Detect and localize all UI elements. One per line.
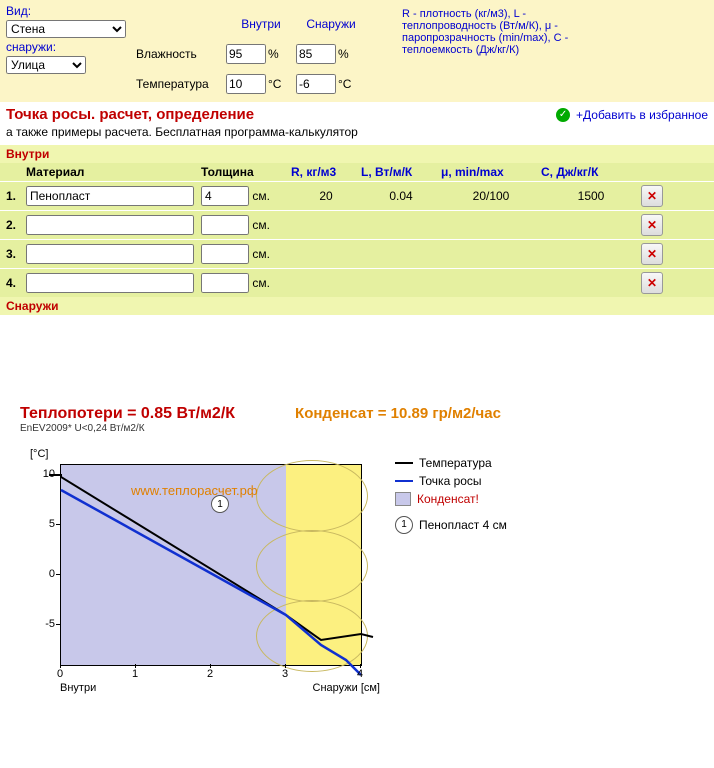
plot-area: www.теплорасчет.рф 1 xyxy=(60,464,362,666)
y-axis-title: [°C] xyxy=(30,448,48,460)
thickness-input[interactable] xyxy=(201,244,249,264)
x-end-label: Снаружи [см] xyxy=(313,682,381,694)
material-input[interactable] xyxy=(26,244,194,264)
table-header: Материал Толщина R, кг/м3 L, Вт/м/К μ, m… xyxy=(0,163,714,181)
delete-row-button[interactable]: ✕ xyxy=(641,243,663,265)
section-outside: Снаружи xyxy=(0,297,714,315)
chart-legend: ТемператураТочка росыКонденсат!1Пеноплас… xyxy=(395,454,507,714)
material-input[interactable] xyxy=(26,215,194,235)
page-subtitle: а также примеры расчета. Бесплатная прог… xyxy=(0,125,714,145)
temp-in-input[interactable] xyxy=(226,74,266,94)
top-panel: Вид: Стена снаружи: Улица Внутри Снаружи… xyxy=(0,0,714,102)
table-row: 2. см. ✕ xyxy=(0,210,714,239)
humidity-label: Влажность xyxy=(136,47,226,61)
humidity-in-input[interactable] xyxy=(226,44,266,64)
thickness-input[interactable] xyxy=(201,273,249,293)
vid-label: Вид: xyxy=(6,4,126,18)
heat-loss-value: Теплопотери = 0.85 Вт/м2/К xyxy=(20,405,235,423)
snaruzhi-select[interactable]: Улица xyxy=(6,56,86,74)
material-input[interactable] xyxy=(26,186,194,206)
temp-label: Температура xyxy=(136,77,226,91)
humidity-out-input[interactable] xyxy=(296,44,336,64)
thickness-input[interactable] xyxy=(201,215,249,235)
layer-marker: 1 xyxy=(211,495,229,513)
vid-select[interactable]: Стена xyxy=(6,20,126,38)
enev-note: EnEV2009* U<0,24 Вт/м2/К xyxy=(20,423,235,434)
delete-row-button[interactable]: ✕ xyxy=(641,272,663,294)
x-start-label: Внутри xyxy=(60,682,96,694)
temp-out-input[interactable] xyxy=(296,74,336,94)
inside-head: Внутри xyxy=(226,17,296,31)
param-legend: R - плотность (кг/м3), L - теплопроводно… xyxy=(396,4,623,98)
snaruzhi-label: снаружи: xyxy=(6,40,126,54)
condensate-value: Конденсат = 10.89 гр/м2/час xyxy=(295,405,501,434)
table-row: 1. см. 20 0.04 20/100 1500 ✕ xyxy=(0,181,714,210)
material-input[interactable] xyxy=(26,273,194,293)
page-title: Точка росы. расчет, определение xyxy=(6,106,254,123)
delete-row-button[interactable]: ✕ xyxy=(641,185,663,207)
watermark: www.теплорасчет.рф xyxy=(131,483,258,498)
add-favorite-link[interactable]: ✓ +Добавить в избранное xyxy=(556,108,708,122)
section-inside: Внутри xyxy=(0,145,714,163)
table-row: 3. см. ✕ xyxy=(0,239,714,268)
check-icon: ✓ xyxy=(556,108,570,122)
delete-row-button[interactable]: ✕ xyxy=(641,214,663,236)
outside-head: Снаружи xyxy=(296,17,366,31)
table-row: 4. см. ✕ xyxy=(0,268,714,297)
chart: [°C] www.теплорасчет.рф 1 1050-501234 Вн… xyxy=(20,454,380,714)
thickness-input[interactable] xyxy=(201,186,249,206)
